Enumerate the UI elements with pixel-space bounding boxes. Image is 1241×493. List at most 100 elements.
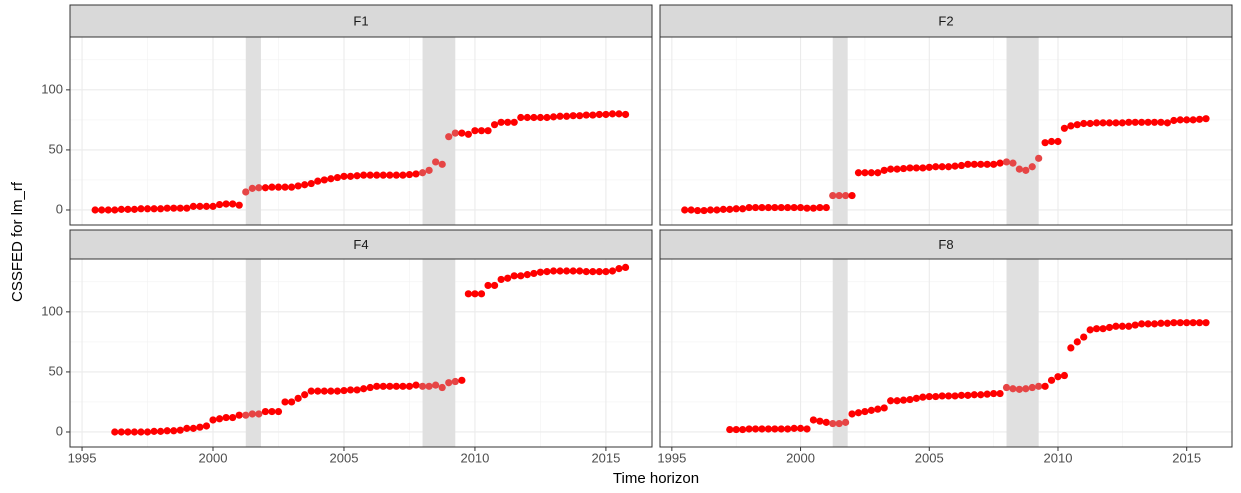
point [726, 205, 734, 213]
point [157, 205, 165, 213]
point [739, 425, 747, 434]
point [360, 385, 368, 393]
point [809, 416, 818, 424]
point [189, 424, 197, 432]
point [932, 163, 940, 171]
point [261, 184, 269, 192]
point [1202, 115, 1210, 123]
point [1035, 154, 1043, 162]
point [687, 206, 695, 214]
point [307, 179, 315, 188]
point [346, 386, 355, 394]
point [1054, 137, 1062, 146]
point [1009, 159, 1017, 167]
point [829, 419, 837, 428]
point [938, 163, 946, 171]
point [1118, 322, 1126, 330]
point [970, 160, 978, 168]
point [320, 387, 328, 395]
point [1189, 319, 1197, 327]
point [215, 200, 224, 209]
point [143, 428, 152, 436]
point [1041, 139, 1049, 147]
point [425, 166, 433, 174]
point [333, 387, 342, 395]
point [796, 203, 805, 212]
shaded-range [1006, 259, 1039, 447]
point [848, 191, 856, 200]
point [1195, 115, 1204, 123]
point [1150, 320, 1159, 328]
point [1157, 118, 1165, 126]
point [287, 398, 296, 406]
y-tick-label: 100 [41, 303, 63, 318]
point [1028, 383, 1036, 392]
point [1073, 121, 1081, 129]
point [569, 267, 577, 275]
point [745, 203, 753, 212]
point [758, 425, 766, 433]
point [835, 191, 843, 200]
point [333, 173, 342, 182]
point [294, 394, 302, 402]
point [608, 267, 617, 275]
point [1060, 124, 1069, 132]
point [739, 205, 747, 213]
point [170, 427, 178, 435]
point [471, 290, 479, 298]
point [1073, 338, 1081, 346]
point [274, 183, 283, 191]
x-tick-label: 2000 [199, 450, 228, 465]
point [137, 205, 145, 213]
point [386, 382, 394, 390]
point [758, 203, 766, 212]
point [497, 118, 505, 126]
y-axis-title: CSSFED for lm_rf [9, 181, 26, 302]
point [314, 177, 322, 185]
point [510, 272, 518, 280]
point [854, 409, 863, 417]
point [1015, 165, 1023, 173]
x-axis-title: Time horizon [613, 470, 699, 487]
point [163, 204, 171, 212]
x-tick-label: 2010 [1044, 450, 1073, 465]
point [608, 110, 617, 118]
point [405, 382, 414, 390]
strip [659, 229, 1233, 260]
point [176, 426, 184, 434]
point [803, 425, 811, 433]
point [951, 392, 959, 400]
point [517, 113, 525, 122]
point [706, 206, 715, 214]
point [274, 407, 283, 416]
point [307, 387, 315, 395]
point [563, 267, 571, 275]
y-tick-label: 0 [56, 423, 63, 438]
point [854, 169, 863, 177]
point [281, 183, 289, 191]
point [816, 417, 824, 425]
point [899, 396, 908, 404]
point [124, 205, 132, 213]
point [713, 206, 721, 214]
point [1080, 333, 1088, 341]
point [157, 427, 165, 435]
point [1067, 122, 1075, 130]
point [543, 268, 551, 276]
point [764, 203, 772, 212]
point [822, 418, 830, 426]
point [887, 397, 895, 405]
point [719, 205, 727, 213]
x-tick-label: 2010 [460, 450, 489, 465]
point [117, 205, 125, 213]
point [1163, 319, 1171, 327]
point [1047, 376, 1056, 384]
point [1047, 137, 1056, 146]
point [1009, 385, 1017, 393]
point [215, 415, 224, 423]
point [196, 423, 204, 431]
point [176, 204, 184, 212]
point [751, 425, 760, 433]
panel-background [660, 37, 1232, 225]
point [1183, 116, 1191, 124]
